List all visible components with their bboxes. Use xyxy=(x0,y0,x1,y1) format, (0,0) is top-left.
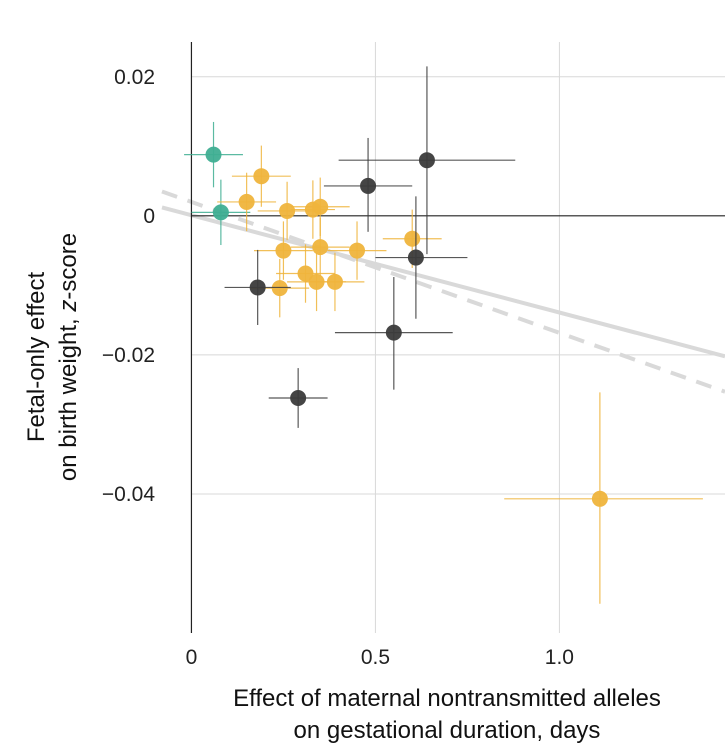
x-tick-label: 0.5 xyxy=(361,646,390,669)
dark-point xyxy=(338,66,516,255)
y-tick-label: −0.02 xyxy=(102,344,155,367)
y-axis-title-line-1: Fetal-only effect xyxy=(23,272,50,443)
gridlines xyxy=(191,42,725,633)
yellow-marker xyxy=(238,193,255,210)
yellow-point xyxy=(290,217,350,277)
fit-lines xyxy=(161,189,725,394)
yellow-marker xyxy=(297,265,314,282)
x-tick-label: 0 xyxy=(186,646,198,669)
yellow-marker xyxy=(312,198,329,215)
yellow-point xyxy=(276,244,335,303)
teal-point xyxy=(191,179,251,246)
yellow-point xyxy=(504,392,703,604)
yellow-marker xyxy=(591,490,608,507)
y-tick-label: 0 xyxy=(143,205,155,228)
dark-point xyxy=(268,368,328,428)
dark-marker xyxy=(385,324,402,341)
dark-marker xyxy=(407,249,424,266)
dark-marker xyxy=(249,279,266,296)
y-tick-label: 0.02 xyxy=(114,66,155,89)
yellow-marker xyxy=(271,280,288,297)
solid-fit-line xyxy=(161,205,725,359)
dark-point xyxy=(323,137,413,232)
dashed-fit-line xyxy=(161,189,725,394)
yellow-point xyxy=(327,221,387,280)
yellow-marker xyxy=(326,273,343,290)
y-axis-title-line-2: on birth weight, z-score xyxy=(55,233,82,481)
dark-point xyxy=(334,277,453,390)
dark-point xyxy=(375,196,468,319)
x-tick-label: 1.0 xyxy=(545,646,574,669)
yellow-point xyxy=(231,145,291,207)
teal-marker xyxy=(212,204,229,221)
dark-marker xyxy=(418,152,435,169)
y-axis-title-part-a: on birth weight, xyxy=(55,312,82,481)
yellow-point xyxy=(253,221,313,280)
dark-marker xyxy=(290,389,307,406)
yellow-marker xyxy=(253,168,270,185)
y-tick-label: −0.04 xyxy=(102,483,155,506)
yellow-marker xyxy=(275,242,292,259)
dark-marker xyxy=(360,177,377,194)
yellow-marker xyxy=(404,230,421,247)
yellow-point xyxy=(305,252,365,312)
yellow-marker xyxy=(279,202,296,219)
y-axis-title-part-z: z xyxy=(55,300,82,313)
x-axis-title-line-2: on gestational duration, days xyxy=(294,717,601,744)
axes xyxy=(190,42,725,633)
teal-point xyxy=(184,121,243,188)
dark-point xyxy=(224,249,291,325)
y-axis-title: Fetal-only effect on birth weight, z-sco… xyxy=(23,233,82,481)
yellow-point xyxy=(250,258,310,318)
teal-marker xyxy=(205,146,222,163)
x-axis-title-line-1: Effect of maternal nontransmitted allele… xyxy=(233,685,661,712)
yellow-point xyxy=(217,172,277,232)
yellow-marker xyxy=(349,242,366,259)
data-points xyxy=(184,66,703,604)
y-axis-title-part-b: -score xyxy=(55,233,82,300)
tick-labels: 0 0.5 1.0 0.02 0 −0.02 −0.04 xyxy=(102,66,574,669)
yellow-marker xyxy=(312,239,329,256)
